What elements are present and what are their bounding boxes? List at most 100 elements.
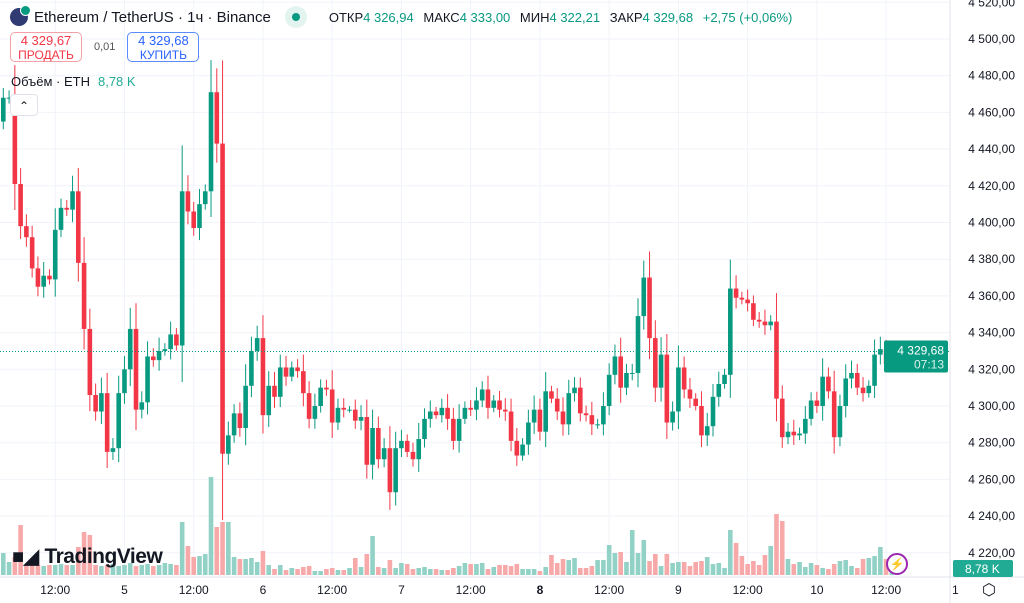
- ohlc-legend: ОТКР4 326,94 МАКС4 333,00 МИН4 322,21 ЗА…: [328, 9, 793, 25]
- candle: [543, 372, 548, 448]
- candle: [641, 260, 647, 330]
- volume-bar: [860, 559, 866, 575]
- volume-bar: [664, 554, 670, 575]
- candle: [462, 401, 468, 424]
- volume-bar: [733, 543, 739, 575]
- volume-bar: [312, 571, 318, 575]
- lightning-icon[interactable]: ⚡: [886, 553, 908, 575]
- volume-bar: [751, 561, 756, 575]
- candle: [872, 339, 877, 398]
- volume-bar: [6, 562, 12, 575]
- candle: [58, 198, 64, 238]
- volume-bar: [433, 569, 439, 575]
- candle: [866, 380, 872, 398]
- candle-body: [549, 391, 554, 399]
- volume-bar: [260, 551, 266, 575]
- candle-body: [779, 398, 785, 438]
- candle: [151, 348, 156, 367]
- tradingview-logo[interactable]: ■◢ TradingView: [12, 544, 163, 569]
- candle: [849, 360, 854, 389]
- candle-body: [214, 92, 220, 144]
- candle-body: [716, 383, 722, 397]
- candle: [433, 406, 439, 419]
- candle: [399, 429, 404, 458]
- volume-bar: [814, 565, 820, 575]
- candle-body: [404, 440, 410, 452]
- volume-bar: [872, 556, 877, 575]
- volume-bar: [393, 568, 398, 575]
- candle: [520, 438, 525, 461]
- candle-body: [6, 97, 12, 99]
- candle: [81, 237, 87, 350]
- candle: [64, 200, 70, 216]
- y-tick-label: 4 240,00: [968, 509, 1015, 523]
- candle: [266, 371, 272, 427]
- candle-body: [451, 418, 456, 441]
- candle: [318, 379, 323, 413]
- volume-bar: [508, 566, 514, 575]
- volume-bar: [653, 554, 658, 575]
- candle: [208, 60, 214, 217]
- candle-body: [826, 376, 831, 392]
- candle-body: [687, 389, 693, 399]
- volume-bar: [202, 554, 208, 575]
- candle: [439, 398, 445, 423]
- candle: [76, 167, 81, 282]
- candle-countdown-label: 07:13: [914, 358, 944, 372]
- candle: [127, 307, 133, 387]
- candle: [422, 408, 427, 448]
- symbol-title[interactable]: Ethereum / TetherUS · 1ч · Binance: [34, 8, 271, 26]
- volume-bar: [370, 536, 375, 575]
- sell-button[interactable]: 4 329,67 ПРОДАТЬ: [10, 32, 82, 62]
- market-open-status-icon[interactable]: [284, 6, 307, 28]
- volume-bar: [462, 563, 468, 575]
- volume-bar: [728, 530, 733, 575]
- volume-bar: [549, 555, 554, 575]
- candle-body: [122, 369, 127, 394]
- volume-bar: [289, 568, 295, 575]
- candle: [87, 308, 93, 412]
- candle-body: [601, 406, 606, 425]
- volume-bar: [866, 558, 872, 575]
- candle: [676, 345, 681, 430]
- candle-body: [347, 409, 352, 411]
- volume-bar: [24, 565, 29, 575]
- y-tick-label: 4 280,00: [968, 436, 1015, 450]
- volume-bar: [681, 562, 687, 575]
- volume-bar: [722, 568, 727, 575]
- candle: [756, 311, 762, 328]
- candle-body: [756, 319, 762, 322]
- volume-bar: [185, 546, 191, 575]
- candle-body: [341, 407, 347, 410]
- candle-body: [179, 191, 185, 346]
- volume-bar: [277, 565, 283, 575]
- trade-panel: 4 329,67 ПРОДАТЬ 0,01 4 329,68 КУПИТЬ: [10, 32, 200, 62]
- candle-body: [693, 398, 698, 406]
- candle: [122, 355, 127, 404]
- volume-bar: [87, 535, 93, 575]
- volume-bar: [145, 564, 150, 575]
- volume-bar: [699, 561, 704, 575]
- buy-button[interactable]: 4 329,68 КУПИТЬ: [127, 32, 200, 62]
- candle: [393, 431, 398, 506]
- candle-body: [572, 387, 577, 394]
- candle-body: [624, 372, 629, 388]
- candle-body: [237, 413, 243, 429]
- candle: [474, 387, 479, 421]
- candle-body: [629, 372, 635, 374]
- candle-body: [364, 417, 370, 465]
- candle: [47, 269, 52, 285]
- volume-bar: [254, 562, 260, 575]
- candle: [554, 388, 560, 420]
- candle: [624, 363, 629, 395]
- spread-value: 0,01: [94, 41, 116, 53]
- candle-body: [399, 440, 404, 449]
- candle-body: [381, 448, 387, 460]
- volume-bar: [693, 562, 698, 575]
- volume-bar: [606, 545, 612, 575]
- chevron-up-icon[interactable]: ⌃: [10, 94, 38, 116]
- settings-icon[interactable]: ⬡: [982, 582, 996, 599]
- candle: [283, 355, 289, 386]
- volume-bar: [774, 514, 779, 575]
